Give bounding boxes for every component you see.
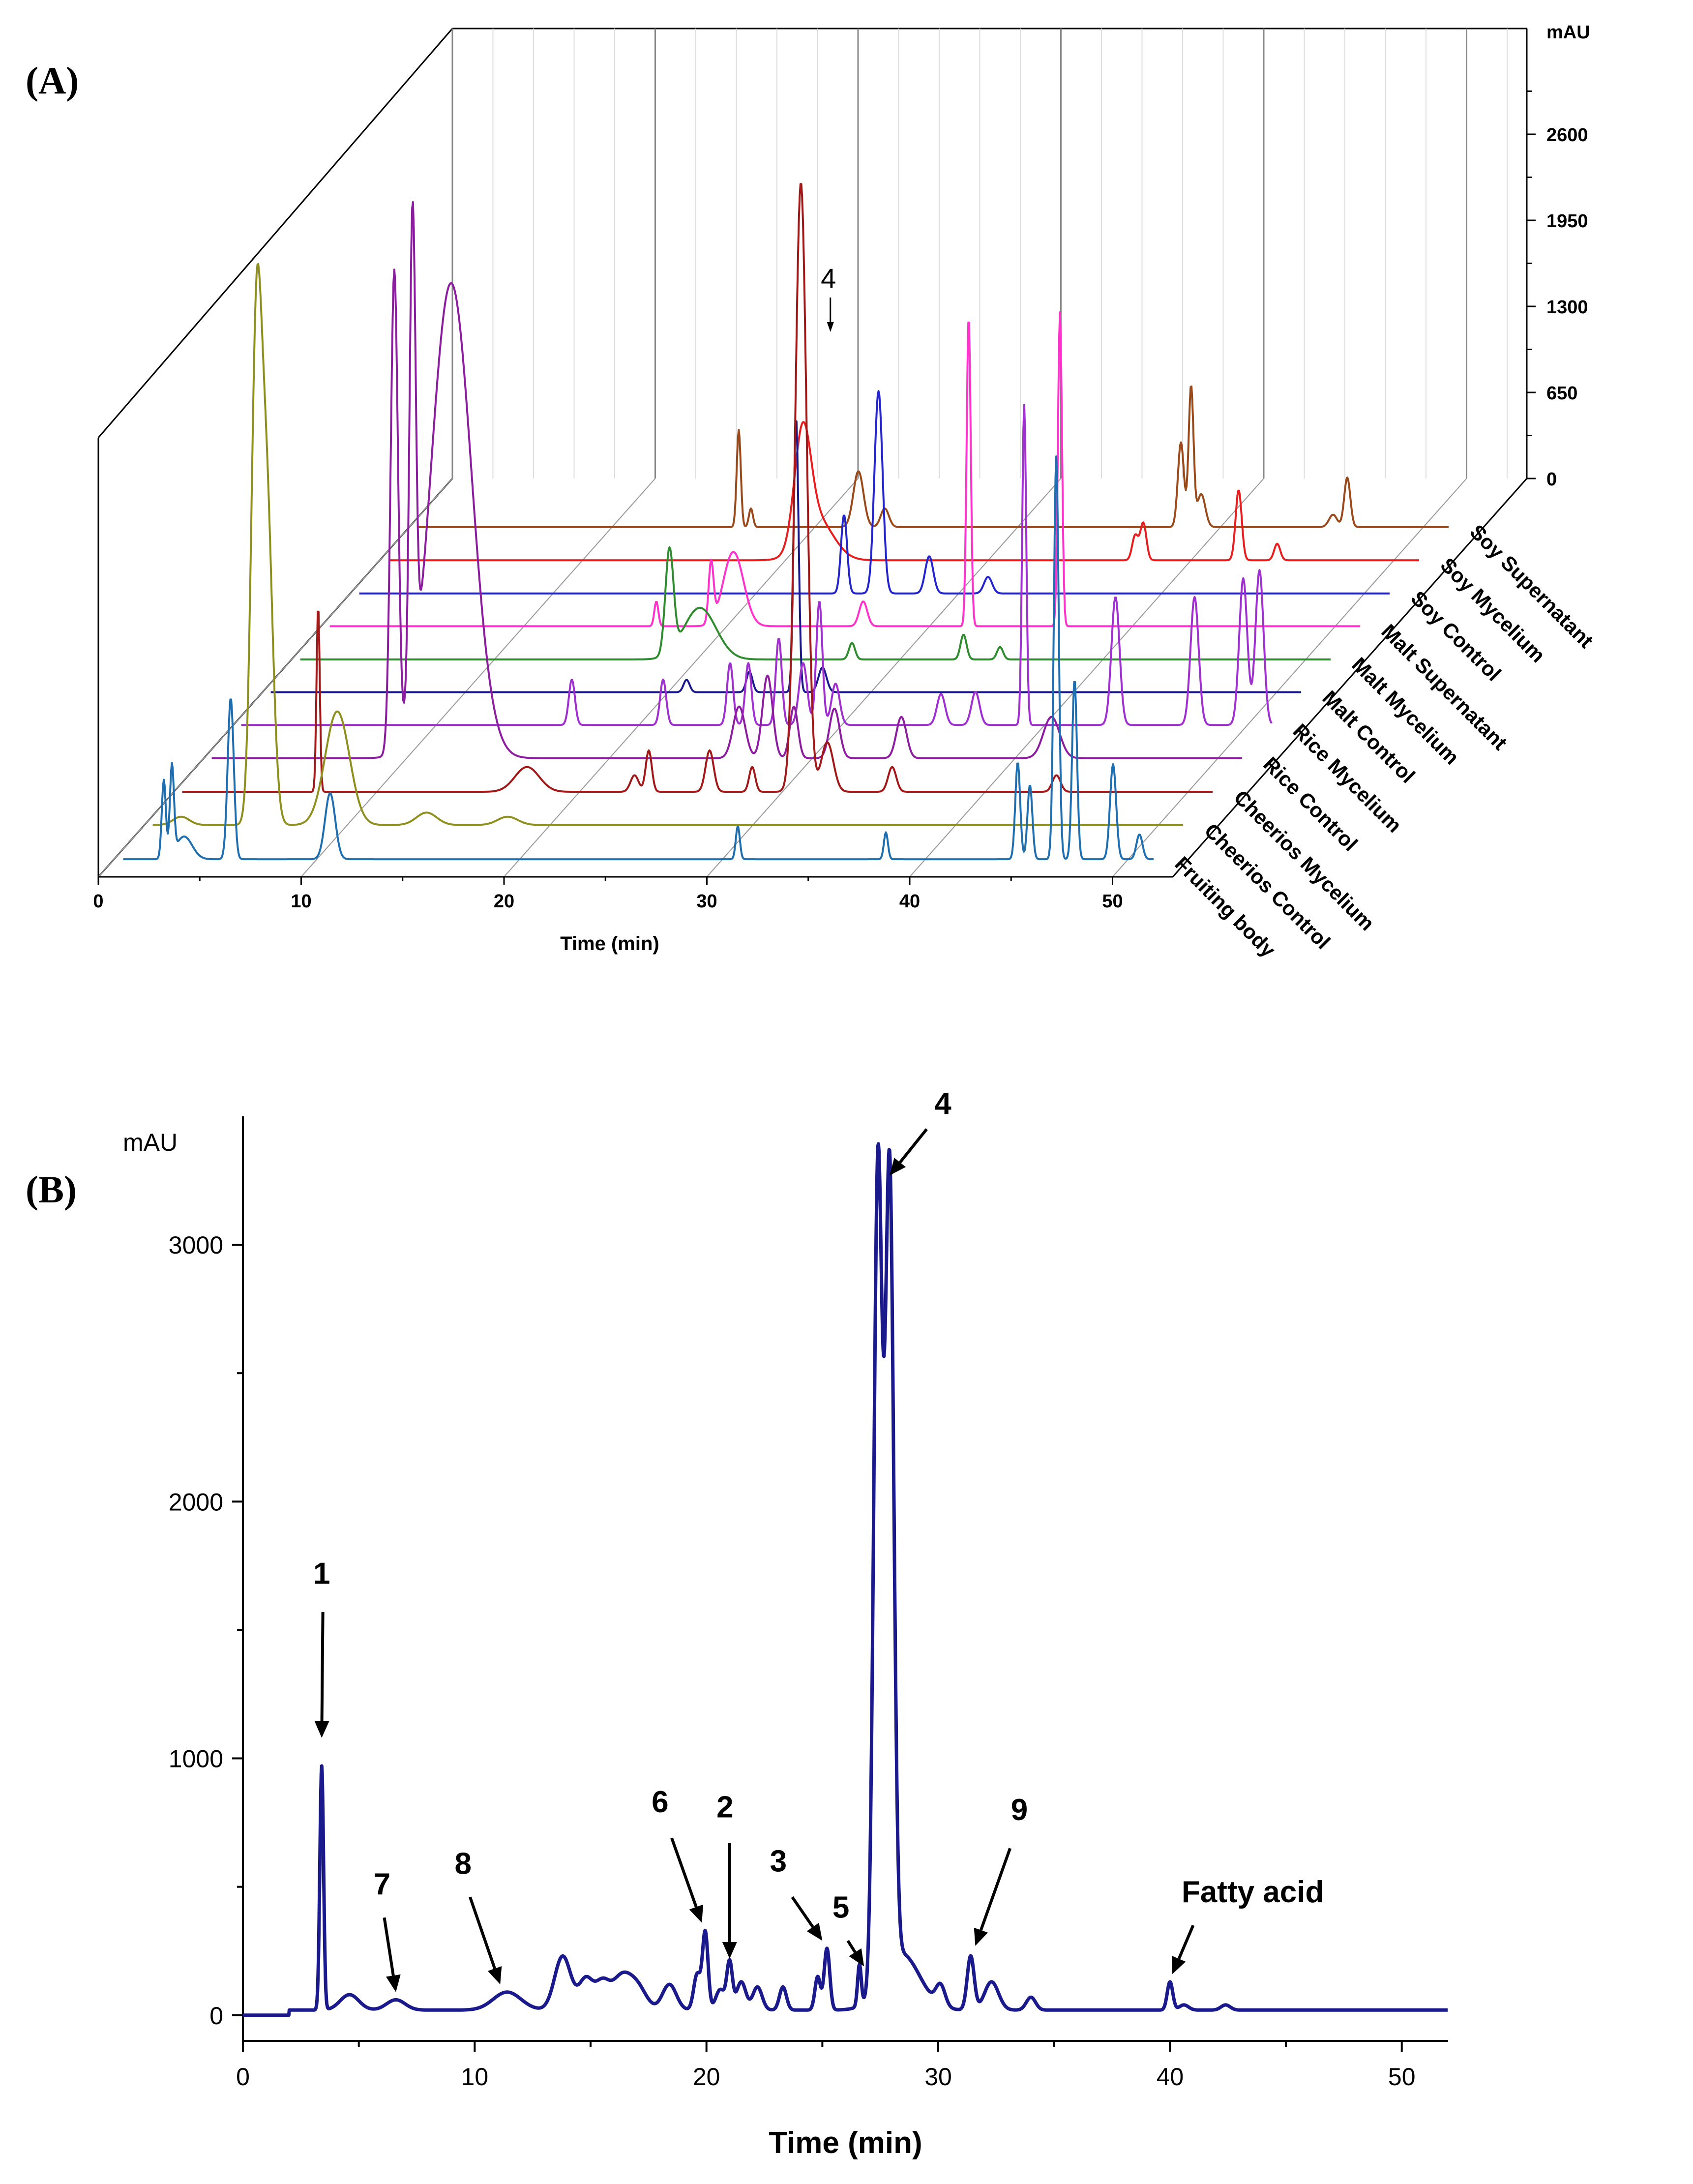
- peak-annotation-arrow: [1177, 1924, 1195, 1960]
- peak-annotation-arrow: [320, 1612, 325, 1721]
- series-label: Rice Mycelium: [1288, 719, 1406, 837]
- peak-annotation-label: 4: [934, 1087, 951, 1121]
- peak-annotation-arrowhead: [1172, 1956, 1186, 1975]
- series-trace-fruiting-body: [241, 1142, 1449, 2017]
- peak-annotation-label: 9: [1011, 1793, 1028, 1827]
- frame-edge: [97, 28, 453, 438]
- y-tick-label: 2600: [1546, 125, 1588, 146]
- peak-annotation-label: 2: [716, 1791, 733, 1825]
- peak-annotation-arrow: [791, 1896, 814, 1928]
- peak-annotation-arrow: [898, 1128, 928, 1164]
- peak-annotation-label: 7: [374, 1867, 390, 1901]
- peak-annotation-arrow: [846, 1940, 857, 1953]
- series-trace-soy-mycelium: [388, 421, 1420, 562]
- y-axis-title: mAU: [1546, 22, 1590, 43]
- peak-annotation-arrowhead: [806, 1922, 823, 1941]
- series-trace-rice-control: [211, 201, 1243, 759]
- y-tick-label: 3000: [169, 1231, 223, 1259]
- y-tick-label: 0: [1546, 469, 1557, 490]
- x-tick-label: 10: [291, 891, 311, 912]
- panel-b-line-chart: 0 10 20 30 40 50 0 1000 2000 3000 mAU Time (min) 1 7 8…: [123, 1087, 1449, 2160]
- y-tick-label: 650: [1546, 383, 1577, 404]
- x-tick-label: 20: [693, 2063, 720, 2091]
- peak-annotation-arrowhead: [827, 322, 834, 332]
- x-axis-title: Time (min): [769, 2126, 922, 2160]
- peak-annotation-arrowhead: [890, 1158, 906, 1176]
- floor-right-edge: [1172, 478, 1528, 877]
- floor-grid-line: [909, 478, 1264, 877]
- peak-annotation-label: 1: [313, 1556, 330, 1590]
- peak-annotation-arrow: [670, 1837, 698, 1908]
- panel-a-waterfall-chart: 0 10 20 30 40 50 Time (min) 0 650 1300 1950 2600 mAU…: [93, 22, 1598, 962]
- x-tick-label: 40: [1157, 2063, 1184, 2091]
- series-trace-malt-control: [270, 420, 1302, 693]
- peak-annotation-label: 5: [832, 1890, 849, 1924]
- peak-annotation-label: 8: [455, 1847, 472, 1881]
- peak-annotation-label: 4: [821, 263, 836, 294]
- series-trace-fruiting-body: [123, 455, 1154, 861]
- x-tick-label: 50: [1102, 891, 1123, 912]
- x-tick-label: 50: [1388, 2063, 1416, 2091]
- peak-annotation-arrowhead: [314, 1721, 329, 1738]
- peak-annotation-arrowhead: [974, 1927, 988, 1946]
- peak-annotation-arrowhead: [689, 1904, 704, 1923]
- series-trace-soy-supernatant: [418, 385, 1449, 528]
- x-tick-label: 0: [236, 2063, 250, 2091]
- peak-annotation-arrow: [980, 1848, 1011, 1931]
- x-tick-label: 30: [924, 2063, 952, 2091]
- peak-annotation-arrow: [383, 1917, 395, 1976]
- series-trace-cheerios-control: [152, 263, 1184, 826]
- x-tick-label: 10: [461, 2063, 489, 2091]
- x-tick-label: 30: [696, 891, 717, 912]
- series-trace-malt-supernatant: [329, 311, 1361, 628]
- panel-a-label: (A): [26, 59, 79, 102]
- floor-grid-line: [706, 478, 1062, 877]
- floor-grid-line: [300, 478, 656, 877]
- peak-annotation-label: 3: [770, 1844, 787, 1878]
- peak-annotation-arrow: [469, 1896, 496, 1969]
- peak-annotation-arrowhead: [386, 1974, 401, 1992]
- panel-b-label: (B): [26, 1168, 77, 1211]
- peak-annotation-label: 6: [652, 1785, 668, 1819]
- series-trace-rice-mycelium: [241, 404, 1273, 726]
- peak-annotation-arrowhead: [849, 1948, 864, 1967]
- y-tick-label: 2000: [169, 1488, 223, 1516]
- y-tick-label: 1000: [169, 1745, 223, 1773]
- y-tick-label: 0: [209, 2002, 223, 2030]
- peak-annotation-arrowhead: [487, 1966, 502, 1985]
- y-tick-label: 1950: [1546, 211, 1588, 232]
- series-trace-cheerios-mycelium: [182, 183, 1213, 793]
- series-trace-soy-control: [359, 390, 1390, 595]
- floor-grid-line: [98, 478, 453, 877]
- y-axis-title: mAU: [123, 1129, 178, 1156]
- peak-annotation-label: Fatty acid: [1182, 1875, 1324, 1909]
- peak-annotation-arrowhead: [722, 1942, 737, 1959]
- floor-grid-line: [1112, 478, 1467, 877]
- series-label: Malt Mycelium: [1347, 653, 1463, 769]
- y-tick-label: 1300: [1546, 297, 1588, 318]
- x-axis-title: Time (min): [560, 933, 659, 955]
- x-tick-label: 40: [899, 891, 920, 912]
- x-tick-label: 20: [494, 891, 514, 912]
- x-tick-label: 0: [93, 891, 103, 912]
